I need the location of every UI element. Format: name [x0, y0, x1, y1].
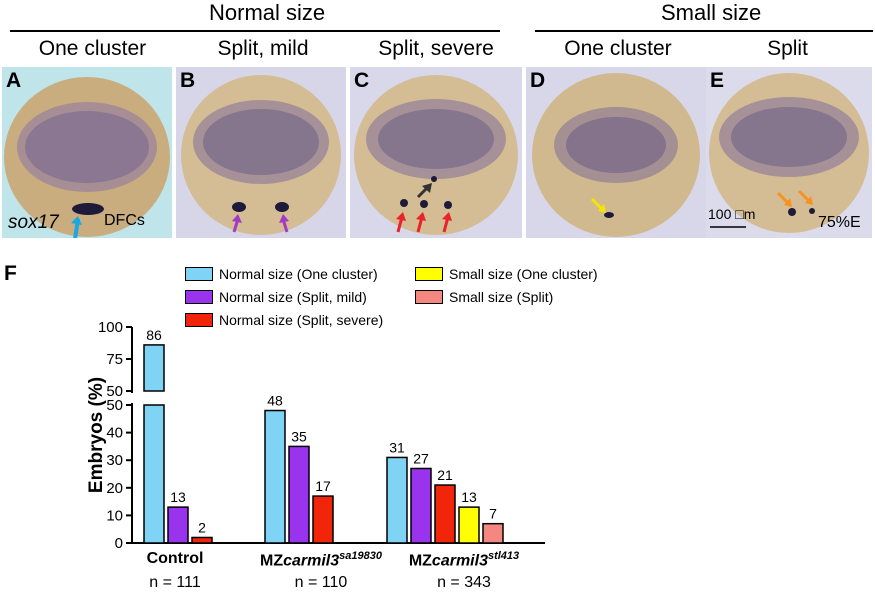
- panel-b: B: [176, 67, 346, 238]
- legend-label: Normal size (Split, mild): [219, 289, 367, 305]
- legend-item: Small size (One cluster): [415, 266, 598, 282]
- panel-a-label: A: [6, 69, 22, 92]
- panel-e-label: E: [710, 69, 725, 92]
- bar: [386, 456, 408, 544]
- panel-e: E 100 □m 75%E: [706, 67, 872, 238]
- panel-f-label: F: [4, 262, 17, 285]
- legend-item: Normal size (Split, mild): [185, 289, 367, 305]
- n-count-sa19830: n = 110: [294, 574, 348, 591]
- bar: [410, 467, 432, 544]
- scale-bar-label: 100 □m: [708, 206, 756, 222]
- bar-value-label: 7: [489, 506, 497, 522]
- legend-label: Normal size (One cluster): [219, 266, 378, 282]
- bar: [434, 484, 456, 544]
- subheader-one-cluster-small: One cluster: [564, 37, 672, 60]
- panel-a: A sox17 DFCs: [2, 67, 172, 238]
- panel-b-label: B: [180, 69, 196, 92]
- header-small-size: Small size: [661, 0, 762, 25]
- panel-d: D: [526, 67, 706, 238]
- subheader-split-small: Split: [767, 37, 808, 60]
- y-tick-label: 40: [106, 425, 123, 442]
- subheader-split-severe: Split, severe: [378, 37, 494, 60]
- bar-value-label: 17: [315, 478, 331, 494]
- bar-value-label: 13: [170, 489, 186, 505]
- legend-item: Small size (Split): [415, 289, 553, 305]
- group-label-control: Control: [146, 550, 204, 567]
- group-label-stl413: MZcarmil3stl413: [408, 550, 520, 570]
- legend-swatch: [185, 290, 213, 304]
- y-axis-title: Embryos (%): [86, 377, 107, 493]
- panel-d-label: D: [530, 69, 546, 92]
- y-tick-label: 0: [115, 535, 123, 552]
- legend-item: Normal size (Split, severe): [185, 312, 383, 328]
- y-tick-label: 75: [106, 351, 123, 368]
- n-count-control: n = 111: [149, 574, 201, 591]
- normal-size-rule: [10, 30, 500, 32]
- bar: [191, 536, 213, 544]
- bar-value-label: 27: [413, 450, 429, 466]
- panel-c-label: C: [354, 69, 370, 92]
- dfcs-label: DFCs: [104, 212, 145, 229]
- legend-item: Normal size (One cluster): [185, 266, 378, 282]
- bar: [312, 495, 334, 544]
- bar-value-label: 86: [146, 327, 162, 343]
- subheader-one-cluster-normal: One cluster: [38, 37, 147, 60]
- bar: [143, 404, 165, 544]
- bar: [167, 506, 189, 544]
- y-tick-label: 50: [106, 397, 123, 414]
- legend-swatch: [415, 267, 443, 281]
- bar-value-label: 2: [198, 519, 206, 535]
- bar-value-label: 13: [461, 489, 477, 505]
- legend-swatch: [185, 313, 213, 327]
- legend-label: Small size (One cluster): [449, 266, 598, 282]
- panel-c: C: [350, 67, 522, 238]
- header-normal-size: Normal size: [209, 0, 326, 25]
- bar-value-label: 21: [437, 467, 453, 483]
- y-tick-label: 20: [106, 480, 123, 497]
- y-tick-label: 10: [106, 507, 123, 524]
- legend-swatch: [415, 290, 443, 304]
- group-label-sa19830: MZcarmil3sa19830: [260, 550, 382, 570]
- n-count-stl413: n = 343: [437, 574, 491, 591]
- bar-value-label: 35: [291, 428, 307, 444]
- small-size-rule: [535, 30, 873, 32]
- subheader-split-mild: Split, mild: [217, 37, 309, 60]
- stage-label: 75%E: [818, 214, 861, 231]
- y-tick-label: 50: [106, 383, 123, 400]
- bar: [458, 506, 480, 544]
- bar-value-label: 31: [389, 439, 405, 455]
- gene-label: sox17: [8, 212, 59, 233]
- bar: [143, 344, 165, 392]
- legend-label: Small size (Split): [449, 289, 554, 305]
- y-tick-label: 100: [98, 319, 123, 336]
- bar: [264, 409, 286, 544]
- bar: [482, 522, 504, 544]
- legend-label: Normal size (Split, severe): [219, 312, 384, 328]
- bar: [288, 445, 310, 544]
- bar-value-label: 48: [267, 393, 283, 409]
- legend-swatch: [185, 267, 213, 281]
- y-tick-label: 30: [106, 452, 123, 469]
- axis-break-gap: [122, 393, 162, 403]
